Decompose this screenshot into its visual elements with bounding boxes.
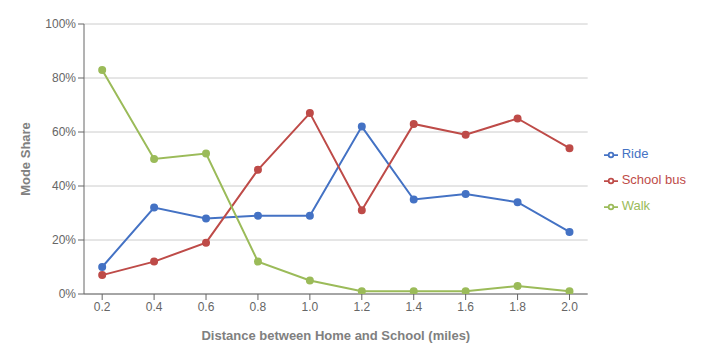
svg-text:100%: 100% <box>45 17 76 31</box>
svg-text:1.2: 1.2 <box>353 300 370 314</box>
svg-text:Distance between Home and Scho: Distance between Home and School (miles) <box>201 328 470 343</box>
svg-text:40%: 40% <box>52 179 76 193</box>
svg-text:60%: 60% <box>52 125 76 139</box>
svg-text:1.8: 1.8 <box>509 300 526 314</box>
html-text:Walk: Walk <box>621 198 651 213</box>
svg-text:Mode Share: Mode Share <box>18 122 33 196</box>
html-text:School bus: School bus <box>621 172 686 187</box>
svg-text:1.4: 1.4 <box>405 300 422 314</box>
svg-text:0.2: 0.2 <box>94 300 111 314</box>
svg-text:0.4: 0.4 <box>146 300 163 314</box>
svg-text:20%: 20% <box>52 233 76 247</box>
svg-text:1.6: 1.6 <box>457 300 474 314</box>
svg-text:1.0: 1.0 <box>302 300 319 314</box>
svg-text:0.8: 0.8 <box>250 300 267 314</box>
svg-text:2.0: 2.0 <box>561 300 578 314</box>
svg-text:80%: 80% <box>52 71 76 85</box>
svg-text:0%: 0% <box>59 287 77 301</box>
html-text:Ride: Ride <box>621 146 649 161</box>
svg-text:0.6: 0.6 <box>198 300 215 314</box>
